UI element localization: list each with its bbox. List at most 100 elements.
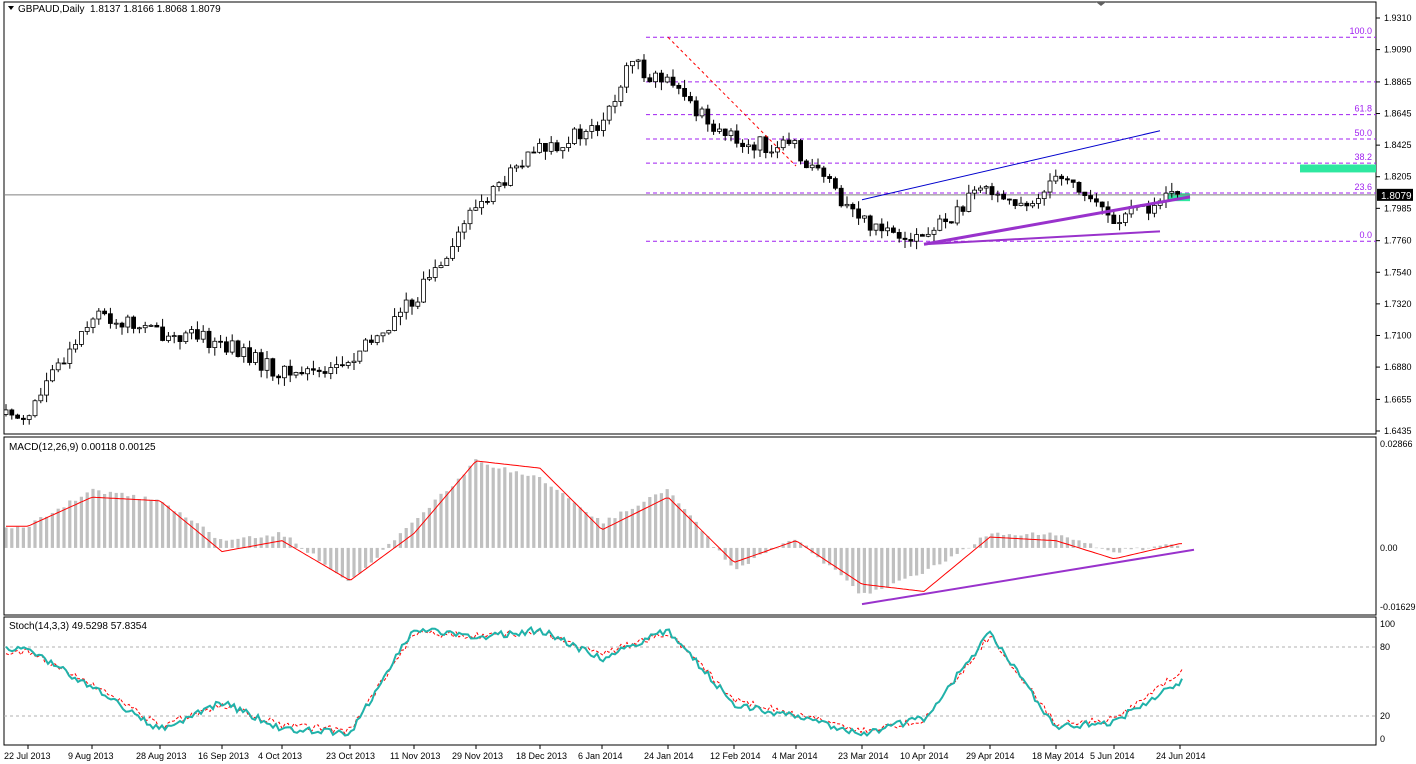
candle-body	[351, 360, 357, 363]
macd-bar	[103, 493, 107, 548]
candle-body	[670, 76, 676, 86]
candle-body	[438, 265, 444, 268]
candle-body	[61, 362, 67, 365]
macd-bar	[1089, 543, 1093, 548]
macd-bar	[619, 511, 623, 548]
candle-body	[270, 358, 276, 377]
macd-bar	[126, 496, 130, 548]
candle-body	[1175, 191, 1180, 195]
candle-body	[821, 167, 827, 177]
candle-body	[194, 329, 200, 340]
macd-bar	[213, 537, 217, 548]
candle-body	[1070, 179, 1076, 183]
candle-body	[896, 232, 902, 239]
trendline-support-rising[interactable]	[923, 195, 1191, 246]
macd-bar	[294, 543, 298, 548]
price-trendlines[interactable]	[667, 36, 1191, 246]
macd-bar	[474, 459, 478, 548]
candle-body	[1169, 191, 1175, 194]
macd-bar	[590, 516, 594, 548]
fibonacci-retracement[interactable]: 100.0 61.8 50.0 38.2 23.6 0.0	[646, 26, 1376, 242]
macd-bar	[532, 475, 536, 548]
chart-shift-marker-icon[interactable]	[1096, 2, 1106, 6]
candle-body	[763, 136, 769, 153]
macd-panel[interactable]: MACD(12,26,9) 0.00118 0.00125 0.028660.0…	[3, 436, 1416, 616]
macd-bar	[961, 547, 965, 550]
candle-body	[879, 223, 885, 232]
macd-bar	[857, 547, 861, 594]
candle-body	[1018, 202, 1024, 206]
macd-tick-label: -0.01629	[1380, 602, 1416, 612]
stoch-panel[interactable]: Stoch(14,3,3) 49.5298 57.8354 100 80 20 0	[3, 616, 1395, 746]
candle-body	[1001, 193, 1006, 200]
macd-bar	[607, 517, 611, 548]
trendline-channel-top[interactable]	[861, 130, 1161, 201]
candle-body	[84, 327, 90, 332]
candle-body	[409, 299, 415, 307]
macd-bar	[729, 547, 733, 566]
macd-bar	[625, 511, 629, 548]
candle-body	[415, 301, 421, 307]
macd-bar	[862, 547, 866, 593]
candle-body	[746, 144, 751, 148]
candle-body	[247, 347, 253, 363]
candle-body	[943, 218, 948, 223]
time-tick-label: 18 May 2014	[1032, 751, 1084, 761]
price-tick-label: 1.6655	[1384, 394, 1412, 404]
candle-body	[908, 239, 914, 242]
macd-bar	[671, 495, 675, 548]
candle-body	[79, 331, 84, 345]
macd-bar	[996, 532, 1000, 548]
macd-bar	[880, 547, 884, 589]
macd-bar	[793, 539, 797, 548]
time-tick-label: 23 Oct 2013	[326, 751, 375, 761]
candle-body	[421, 278, 427, 303]
macd-bar	[538, 476, 542, 548]
macd-bar	[1065, 537, 1069, 548]
candle-body	[902, 237, 908, 240]
fib-level-label: 61.8	[1354, 104, 1372, 114]
candle-body	[374, 335, 380, 343]
price-panel[interactable]: 100.0 61.8 50.0 38.2 23.6 0.0 1.9310 1.9090 1.8…	[3, 1, 1413, 436]
stoch-panel-frame	[3, 616, 1377, 746]
candle-body	[693, 100, 699, 117]
macd-bar	[775, 547, 779, 549]
macd-bar	[1042, 534, 1046, 548]
candle-body	[73, 344, 78, 350]
macd-bar	[967, 547, 971, 549]
macd-bar	[630, 508, 634, 548]
macd-bar	[1164, 544, 1168, 548]
macd-bar	[56, 508, 60, 548]
candle-body	[554, 142, 560, 152]
candle-body	[1111, 214, 1117, 224]
time-tick-label: 4 Mar 2014	[772, 751, 818, 761]
macd-trendline[interactable]	[861, 548, 1195, 606]
time-axis: 22 Jul 2013 9 Aug 2013 28 Aug 2013 16 Sep 2…	[4, 745, 1206, 761]
dropdown-arrow-icon[interactable]	[8, 6, 14, 10]
macd-bar	[752, 547, 756, 559]
candle-body	[363, 339, 369, 352]
macd-bar	[949, 547, 953, 557]
candle-body	[972, 189, 977, 194]
macd-bar	[387, 543, 391, 548]
candle-body	[1152, 204, 1157, 214]
trendline-support-lower[interactable]	[923, 230, 1161, 246]
candle-body	[601, 119, 606, 131]
macd-bar	[1141, 547, 1145, 551]
macd-bar	[578, 507, 582, 548]
time-tick-label: 10 Apr 2014	[900, 751, 949, 761]
macd-bar	[636, 505, 640, 548]
macd-panel-frame	[3, 436, 1377, 616]
macd-bar	[810, 547, 814, 554]
price-candles[interactable]	[3, 54, 1180, 425]
trendline-fib-swing[interactable]	[667, 36, 797, 167]
candle-body	[560, 147, 566, 152]
macd-bar	[514, 471, 518, 548]
macd-bar	[596, 518, 600, 548]
fib-level-label: 100.0	[1349, 26, 1372, 36]
candle-body	[989, 186, 995, 195]
macd-bar	[688, 515, 692, 548]
candle-body	[392, 316, 398, 331]
macd-bar	[758, 547, 762, 555]
